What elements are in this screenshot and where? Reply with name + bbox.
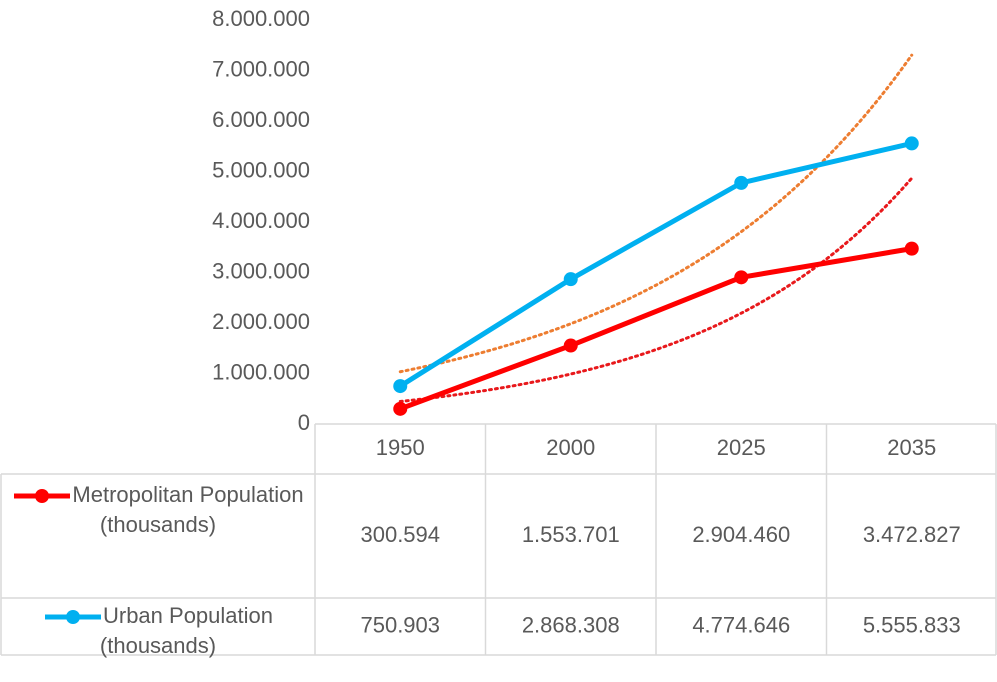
legend-marker (65, 610, 80, 625)
marker (734, 175, 749, 190)
y-tick-label: 6.000.000 (212, 107, 310, 132)
legend-marker (35, 489, 50, 504)
x-tick-label: 1950 (376, 435, 425, 460)
marker (563, 338, 578, 353)
series-line (398, 140, 913, 389)
y-tick-label: 5.000.000 (212, 157, 310, 182)
trendline (398, 53, 914, 374)
marker (393, 379, 408, 394)
marker (563, 272, 578, 287)
y-tick-label: 0 (298, 410, 310, 435)
x-tick-label: 2035 (887, 435, 936, 460)
marker (734, 270, 749, 285)
table-cell: 2.868.308 (522, 612, 620, 637)
table-cell: 300.594 (360, 522, 440, 547)
table-cell: 4.774.646 (692, 612, 790, 637)
y-tick-label: 1.000.000 (212, 359, 310, 384)
trendline (398, 176, 914, 403)
marker (393, 401, 408, 416)
legend-key (44, 610, 101, 625)
marker (904, 241, 919, 256)
table-cell: 750.903 (360, 612, 440, 637)
x-tick-label: 2000 (546, 435, 595, 460)
x-tick-label: 2025 (717, 435, 766, 460)
y-tick-label: 2.000.000 (212, 309, 310, 334)
y-tick-label: 7.000.000 (212, 56, 310, 81)
legend-entry: Urban Population (thousands) (8, 601, 308, 661)
legend-label: Metropolitan Population (thousands) (72, 482, 304, 537)
series-line (399, 246, 913, 412)
y-tick-label: 3.000.000 (212, 258, 310, 283)
y-tick-label: 8.000.000 (212, 6, 310, 31)
y-tick-label: 4.000.000 (212, 208, 310, 233)
table-cell: 5.555.833 (863, 612, 961, 637)
marker (904, 136, 919, 151)
legend-label: Urban Population (thousands) (99, 603, 273, 658)
table-cell: 3.472.827 (863, 522, 961, 547)
table-cell: 1.553.701 (522, 522, 620, 547)
legend-key (14, 489, 71, 504)
legend-entry: Metropolitan Population (thousands) (8, 480, 308, 540)
table-cell: 2.904.460 (692, 522, 790, 547)
